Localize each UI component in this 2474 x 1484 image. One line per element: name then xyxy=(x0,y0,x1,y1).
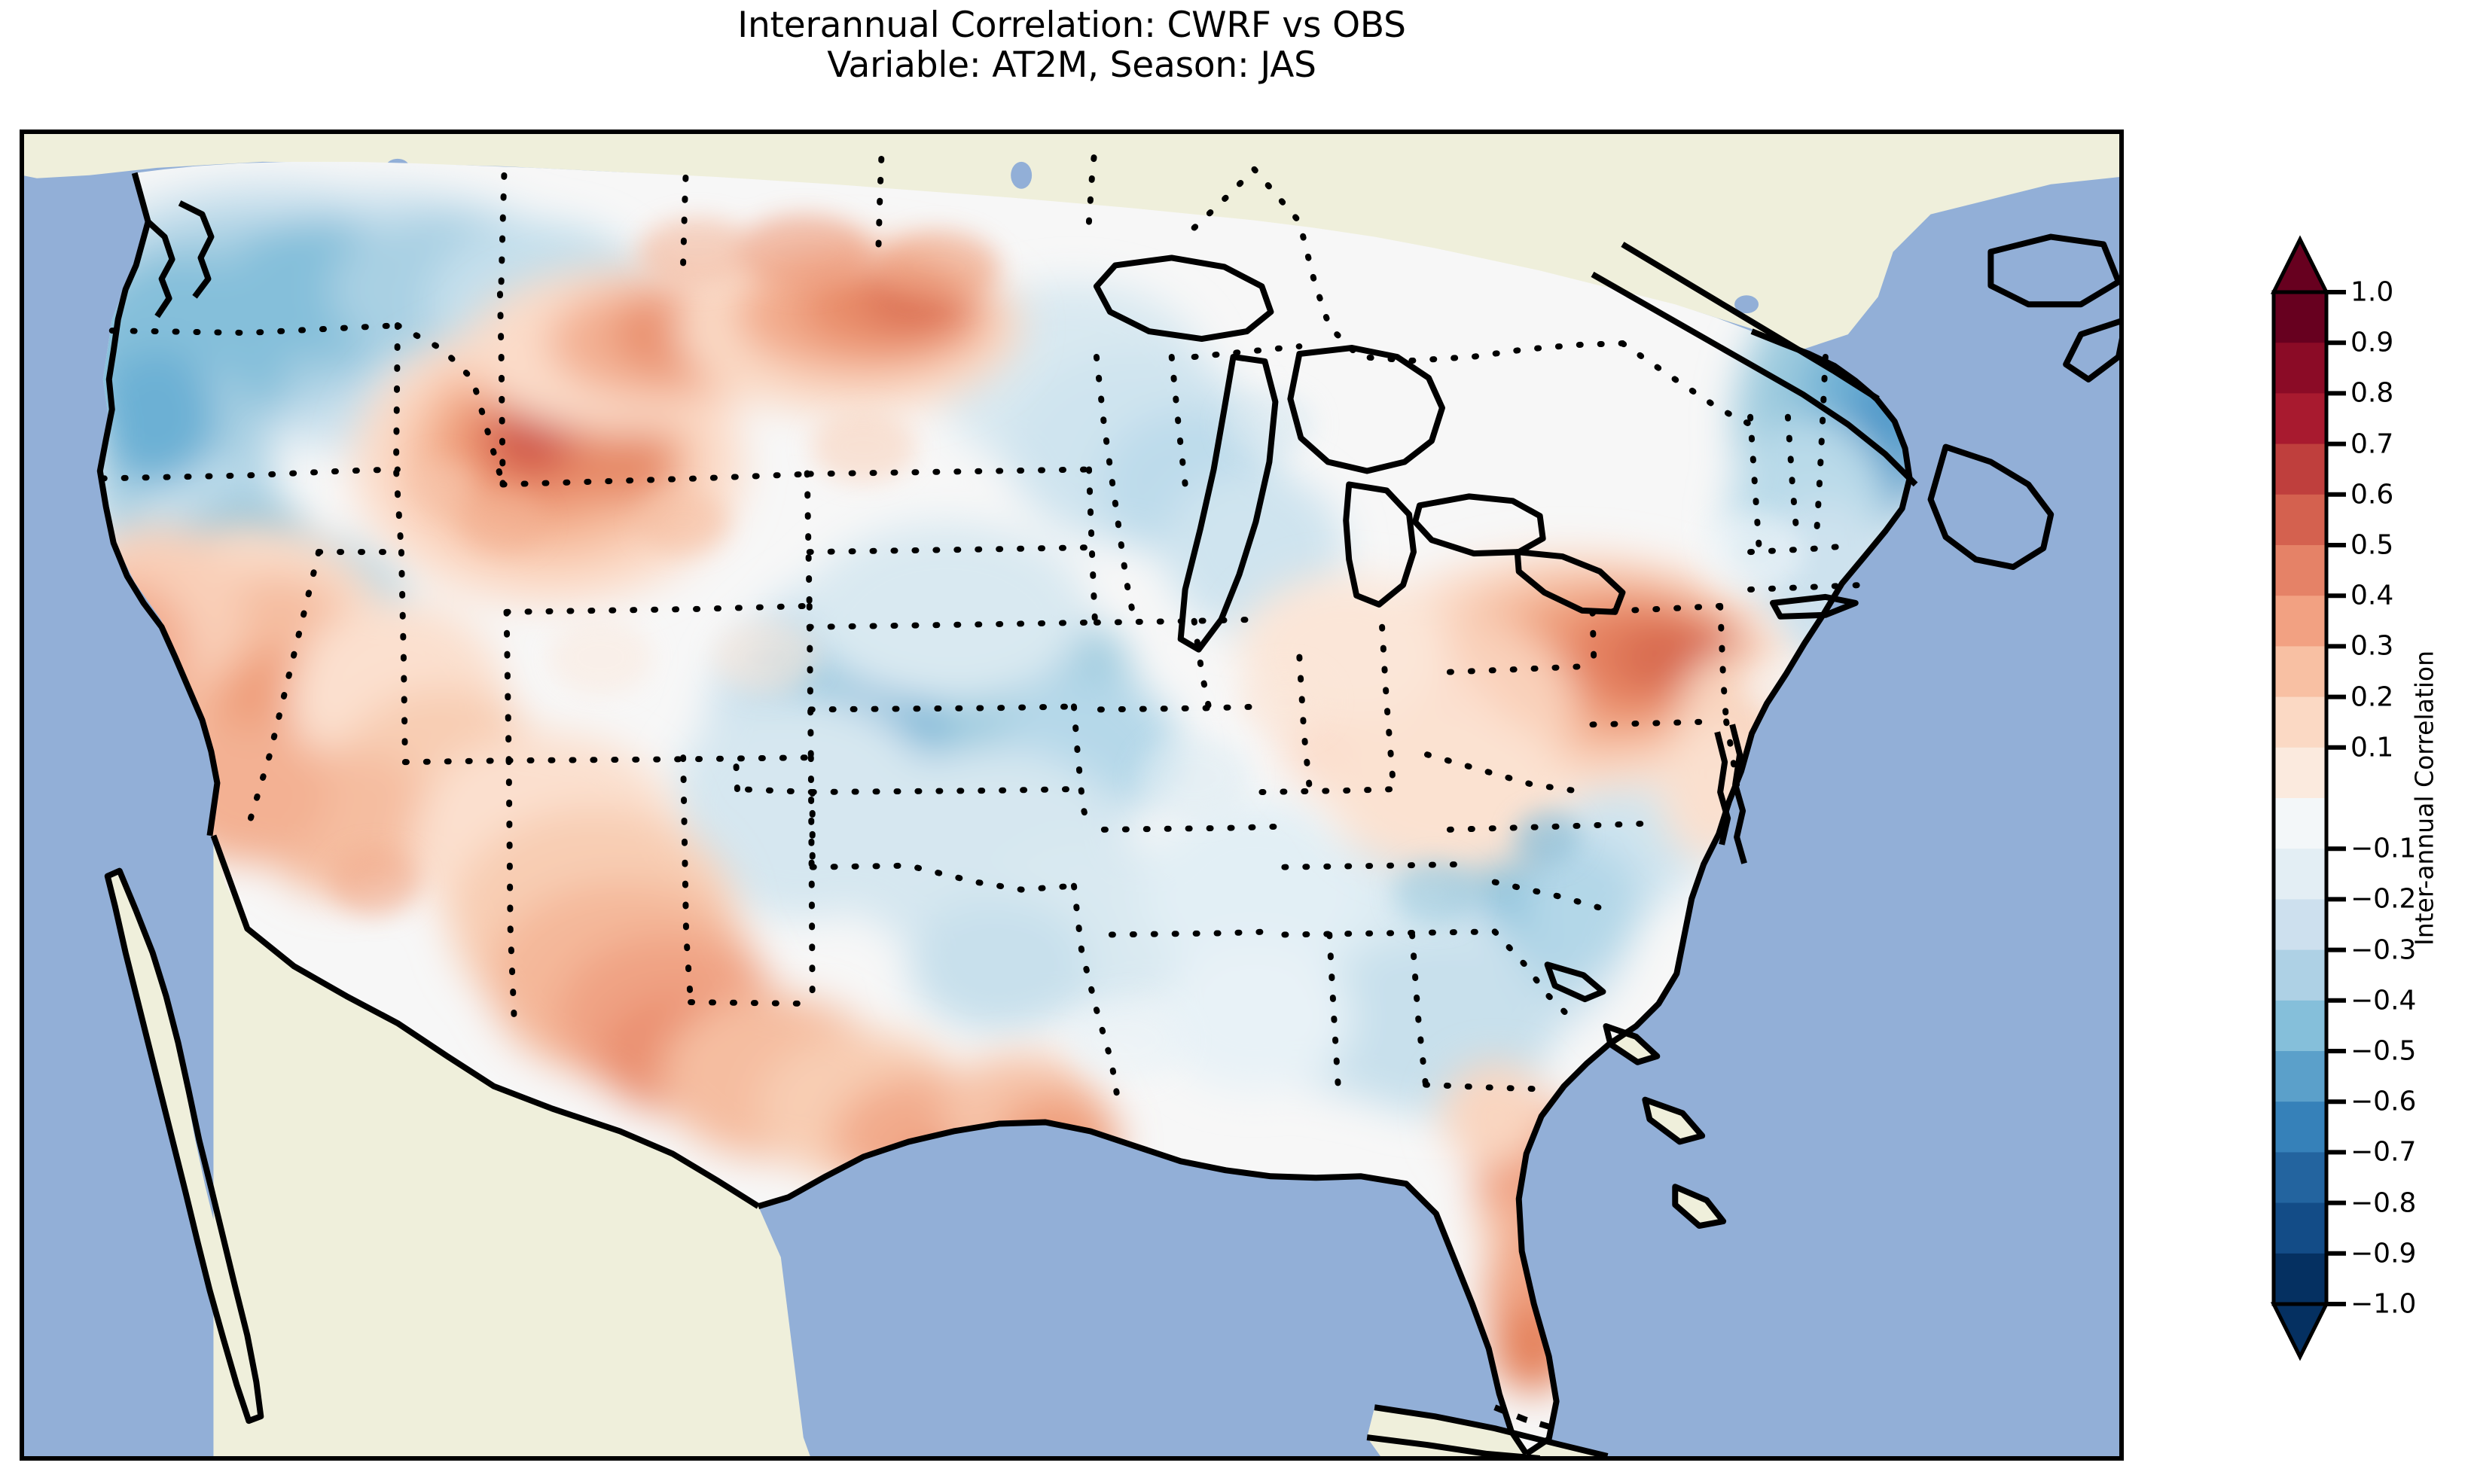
colorbar-swatch xyxy=(2274,798,2326,849)
colorbar-swatch xyxy=(2274,596,2326,647)
colorbar-swatch xyxy=(2274,545,2326,596)
canada-province-borders xyxy=(498,143,1754,428)
colorbar-tick-label: −0.1 xyxy=(2350,833,2417,864)
colorbar-swatch xyxy=(2274,899,2326,951)
canada-landmass xyxy=(22,132,2122,350)
colorbar-swatch xyxy=(2274,1152,2326,1204)
colorbar-tick-label: −0.8 xyxy=(2350,1187,2417,1219)
colorbar-tick-label: −0.7 xyxy=(2350,1136,2417,1168)
colorbar-tick-label: 0.3 xyxy=(2350,630,2394,662)
colorbar-swatch xyxy=(2274,696,2326,748)
colorbar-tick-label: 0.4 xyxy=(2350,580,2394,611)
colorbar-swatches xyxy=(2270,235,2330,1361)
colorbar-tick-label: 0.2 xyxy=(2350,681,2394,713)
colorbar-tick-label: 0.6 xyxy=(2350,479,2394,510)
colorbar-swatch xyxy=(2274,1051,2326,1102)
colorbar-tick-label: −0.3 xyxy=(2350,934,2417,966)
colorbar-svg[interactable] xyxy=(2269,233,2474,1363)
colorbar-swatch xyxy=(2274,1202,2326,1254)
colorbar-tick-label: −1.0 xyxy=(2350,1288,2417,1320)
colorbar-tick-label: 0.8 xyxy=(2350,377,2394,409)
colorbar-swatch xyxy=(2274,443,2326,495)
colorbar-tick-label: −0.2 xyxy=(2350,883,2417,915)
colorbar-tick-label: 0.1 xyxy=(2350,732,2394,763)
colorbar-outline xyxy=(2271,290,2329,1306)
colorbar-tick-label: −0.5 xyxy=(2350,1035,2417,1067)
mexico-landmass xyxy=(213,835,811,1458)
colorbar[interactable]: 1.0 0.9 0.8 0.7 0.6 0.5 0.4 0.3 0.2 0.1 −0.1 −0.2 −0… xyxy=(2269,233,2474,1363)
colorbar-swatch xyxy=(2274,646,2326,698)
colorbar-tick-label: −0.4 xyxy=(2350,985,2417,1016)
colorbar-extend-max xyxy=(2270,235,2330,294)
bahamas-3 xyxy=(1645,1099,1703,1142)
colorbar-swatch xyxy=(2274,747,2326,799)
colorbar-tick-label: −0.6 xyxy=(2350,1086,2417,1117)
coastlines xyxy=(96,172,2122,1458)
colorbar-swatch xyxy=(2274,1102,2326,1153)
map-frame xyxy=(22,132,2122,1458)
colorbar-tick-label: 0.7 xyxy=(2350,428,2394,460)
colorbar-tick-label: −0.9 xyxy=(2350,1238,2417,1269)
page-title: Interannual Correlation: CWRF vs OBS xyxy=(737,5,1406,46)
colorbar-tick-label: 0.9 xyxy=(2350,327,2394,358)
map-axes xyxy=(20,130,2124,1461)
chart-title-block: Interannual Correlation: CWRF vs OBS Var… xyxy=(0,5,2143,86)
colorbar-swatch xyxy=(2274,393,2326,445)
colorbar-tick-label: 1.0 xyxy=(2350,276,2394,308)
baja-california xyxy=(105,870,260,1420)
colorbar-tick-label: 0.5 xyxy=(2350,529,2394,561)
state-borders xyxy=(99,279,1866,1111)
colorbar-swatch xyxy=(2274,949,2326,1001)
colorbar-swatch xyxy=(2274,849,2326,900)
colorbar-ticks xyxy=(2326,290,2346,1306)
page-subtitle: Variable: AT2M, Season: JAS xyxy=(827,44,1316,86)
colorbar-swatch xyxy=(2274,1253,2326,1305)
bahamas-4 xyxy=(1675,1187,1724,1227)
colorbar-swatch xyxy=(2274,343,2326,394)
correlation-map xyxy=(22,132,2122,1458)
colorbar-axis-label: Inter-annual Correlation xyxy=(2409,650,2439,946)
colorbar-swatch xyxy=(2274,494,2326,546)
colorbar-extend-min xyxy=(2270,1302,2330,1361)
colorbar-swatch xyxy=(2274,1000,2326,1052)
colorbar-swatch xyxy=(2274,292,2326,343)
